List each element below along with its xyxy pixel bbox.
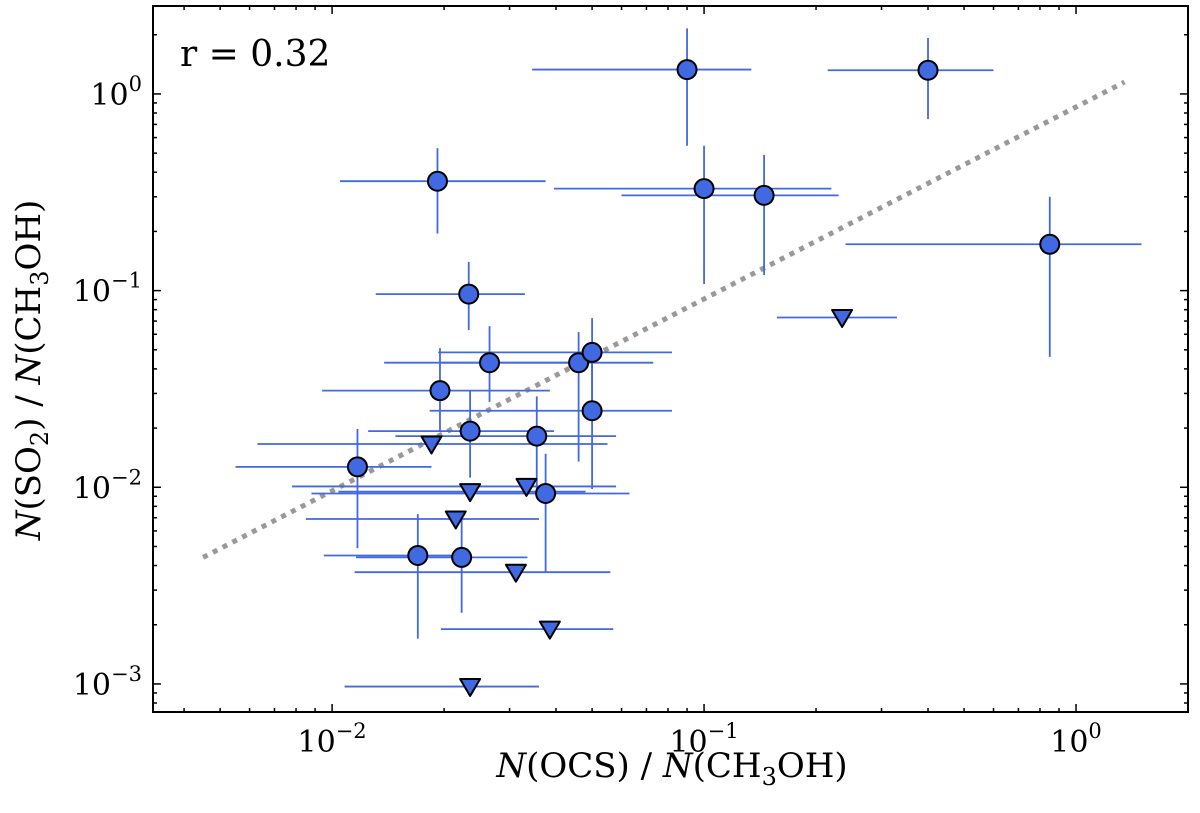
upper-limit-marker-6: [459, 678, 482, 698]
points-layer: [346, 59, 1061, 698]
upper-limit-marker-7: [831, 308, 854, 328]
detection-point-6: [458, 283, 480, 305]
y-tick-label-1: 10−2: [73, 465, 142, 506]
upper-limit-marker-0: [420, 435, 443, 455]
y-axis-label: N(SO2) / N(CH3OH): [9, 200, 54, 542]
detection-point-3: [693, 178, 715, 200]
detection-point-12: [459, 420, 481, 442]
upper-limit-marker-5: [538, 620, 561, 640]
detection-point-11: [581, 400, 603, 422]
fit-line-layer: [201, 79, 1126, 560]
detection-point-16: [407, 544, 429, 566]
detection-point-14: [346, 456, 368, 478]
plot-area: [153, 6, 1188, 712]
x-tick-label-2: 100: [1050, 719, 1102, 760]
ticks-layer: 10−2 10−1 100 10−3 10−2 10−1 100: [73, 6, 1189, 760]
upper-limit-marker-1: [459, 483, 482, 503]
detection-point-5: [1039, 233, 1061, 255]
detection-point-17: [451, 546, 473, 568]
upper-limit-marker-2: [515, 477, 538, 497]
detection-point-10: [429, 380, 451, 402]
y-tick-label-3: 100: [90, 72, 142, 113]
x-tick-label-0: 10−2: [298, 719, 367, 760]
detection-point-0: [676, 59, 698, 81]
detection-point-15: [535, 482, 557, 504]
x-tick-label-1: 10−1: [669, 719, 738, 760]
errorbar-layer: [235, 28, 1142, 688]
detection-point-13: [526, 425, 548, 447]
x-axis-label: N(OCS) / N(CH3OH): [495, 746, 847, 791]
plot-frame: [152, 5, 1189, 713]
detection-point-1: [917, 59, 939, 81]
detection-point-2: [426, 170, 448, 192]
y-tick-label-2: 10−1: [73, 269, 142, 310]
detection-point-9: [581, 341, 603, 363]
detection-point-7: [479, 352, 501, 374]
y-tick-label-0: 10−3: [73, 662, 142, 703]
upper-limit-marker-3: [444, 510, 467, 530]
fit-line: [201, 79, 1126, 560]
correlation-annotation: r = 0.32: [180, 34, 330, 75]
upper-limit-marker-4: [504, 563, 527, 583]
detection-point-4: [753, 184, 775, 206]
